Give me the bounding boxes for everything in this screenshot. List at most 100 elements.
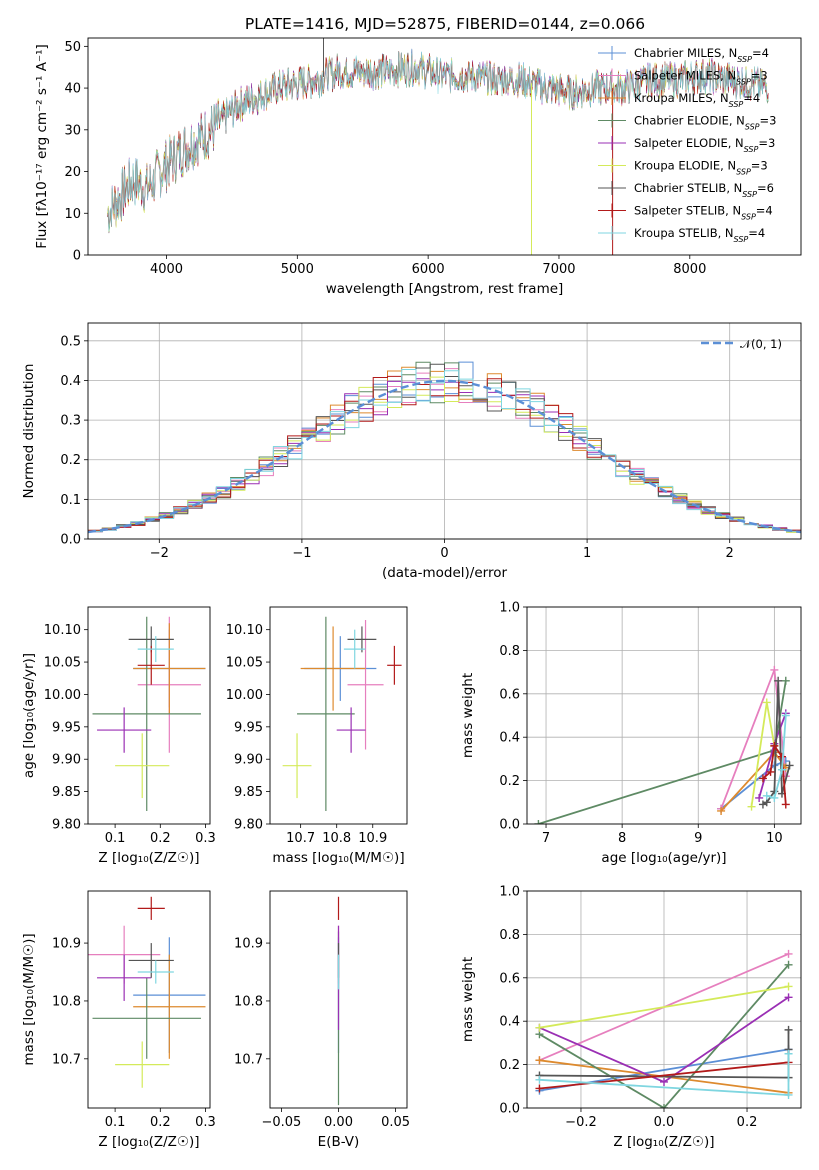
- weight-vs-age-marker: [781, 800, 790, 809]
- spectrum-ylabel: Flux [fλ10⁻¹⁷ erg cm⁻² s⁻¹ A⁻¹]: [34, 44, 50, 249]
- weight-vs-age-marker: [777, 765, 786, 774]
- residuals-ylabel: Normed distribution: [21, 364, 37, 499]
- weight-vs-age-ytick-label: 0.2: [499, 774, 520, 789]
- weight-vs-age-marker: [534, 820, 543, 824]
- legend-label-3: Chabrier ELODIE, NSSP=3: [634, 114, 776, 132]
- weight-vs-Z-plot-area: [535, 949, 793, 1108]
- age-vs-Z-ytick-label: 9.85: [52, 785, 81, 800]
- age-vs-Z-ytick-label: 9.90: [52, 753, 81, 768]
- age-vs-Z-panel: [84, 606, 211, 828]
- legend-label-1: Salpeter MILES, NSSP=3: [634, 69, 768, 87]
- weight-vs-Z-marker: [660, 1077, 668, 1086]
- age-vs-mass-xtick-label: 10.9: [358, 831, 387, 846]
- age-vs-mass-ytick-label: 9.85: [234, 785, 263, 800]
- age-vs-Z-plot-area: [92, 616, 206, 812]
- weight-vs-age-ytick-label: 0.0: [499, 818, 520, 833]
- mass-vs-ebv-xtick-label: 0.05: [381, 1115, 410, 1130]
- mass-vs-Z-frame: [87, 890, 211, 1109]
- weight-vs-Z-line: [539, 985, 789, 1029]
- figure-title: PLATE=1416, MJD=52875, FIBERID=0144, z=0…: [245, 15, 645, 33]
- age-vs-mass-xlabel: mass [log₁₀(M/M☉)]: [272, 850, 404, 866]
- hist-step-kroupa-elodie: [88, 376, 801, 533]
- legend-count: =4: [748, 226, 765, 240]
- weight-vs-Z-marker: [535, 1084, 544, 1093]
- mass-vs-Z-ytick-label: 10.7: [52, 1052, 81, 1067]
- legend-count: =3: [751, 69, 768, 83]
- age-vs-Z-xlabel: Z [log₁₀(Z/Z☉)]: [98, 850, 199, 866]
- legend-count: =3: [751, 159, 768, 173]
- weight-vs-age-xtick-label: 9: [694, 831, 702, 846]
- weight-vs-age-marker: [762, 698, 771, 707]
- legend-label-4: Salpeter ELODIE, NSSP=3: [634, 136, 775, 154]
- mass-vs-ebv-ytick-label: 10.9: [234, 937, 263, 952]
- spectrum-ytick-label: 20: [64, 165, 81, 180]
- weight-vs-Z-xtick-label: 0.0: [654, 1115, 675, 1130]
- weight-vs-age-marker: [781, 711, 790, 720]
- weight-vs-Z-marker: [784, 1049, 793, 1058]
- weight-vs-age-marker: [770, 741, 779, 750]
- spectrum-panel: [84, 37, 802, 259]
- weight-vs-age-marker: [770, 793, 779, 802]
- age-vs-mass-plot-area: [282, 616, 402, 812]
- legend-count: =3: [758, 136, 775, 150]
- legend-subscript: SSP: [742, 190, 757, 199]
- weight-vs-age-marker: [785, 761, 794, 770]
- spectrum-ytick-label: 50: [64, 40, 81, 55]
- weight-vs-Z-ylabel: mass weight: [460, 957, 476, 1042]
- age-vs-Z-xtick-label: 0.2: [150, 831, 171, 846]
- weight-vs-age-plot-area: [534, 665, 794, 824]
- weight-vs-Z-ytick-label: 0.0: [499, 1102, 520, 1117]
- weight-vs-age-frame: [526, 606, 802, 825]
- legend-subscript: SSP: [734, 235, 749, 244]
- mass-vs-Z-xtick-label: 0.1: [105, 1115, 126, 1130]
- mass-vs-Z-plot-area: [88, 896, 206, 1088]
- weight-vs-Z-marker: [660, 1104, 668, 1108]
- weight-vs-Z-marker: [784, 949, 793, 958]
- age-vs-Z-ytick-label: 9.80: [52, 818, 81, 833]
- weight-vs-age-ytick-label: 0.4: [499, 731, 520, 746]
- mass-vs-Z-xlabel: Z [log₁₀(Z/Z☉)]: [98, 1134, 199, 1150]
- weight-vs-age-ytick-label: 0.8: [499, 644, 520, 659]
- residuals-plot-area: [88, 361, 801, 534]
- age-vs-Z-ytick-label: 9.95: [52, 720, 81, 735]
- weight-vs-age-marker: [717, 806, 726, 815]
- residuals-xtick-label: 1: [583, 546, 591, 561]
- weight-vs-Z-marker: [784, 982, 793, 991]
- weight-vs-age-marker: [747, 802, 756, 811]
- legend-subscript: SSP: [736, 77, 751, 86]
- mass-vs-ebv-ytick-label: 10.8: [234, 994, 263, 1009]
- weight-vs-Z-marker: [784, 1090, 793, 1099]
- legend-count: =3: [760, 114, 777, 128]
- weight-vs-Z-frame: [526, 890, 802, 1109]
- legend-subscript: SSP: [737, 55, 752, 64]
- mass-vs-Z-ytick-label: 10.8: [52, 994, 81, 1009]
- age-vs-mass-ytick-label: 9.80: [234, 818, 263, 833]
- weight-vs-age-ylabel: mass weight: [460, 673, 476, 758]
- weight-vs-age-xtick-label: 7: [542, 831, 550, 846]
- weight-vs-age-marker: [774, 676, 783, 685]
- weight-vs-Z-marker: [535, 1075, 544, 1084]
- mass-vs-Z-xtick-label: 0.3: [195, 1115, 216, 1130]
- legend-label-5: Kroupa ELODIE, NSSP=3: [634, 159, 768, 177]
- legend-subscript: SSP: [744, 145, 759, 154]
- weight-vs-age-marker: [762, 791, 771, 800]
- legend-label-7: Salpeter STELIB, NSSP=4: [634, 204, 773, 222]
- age-vs-mass-frame: [269, 606, 408, 825]
- legend-count: =4: [752, 46, 769, 60]
- residuals-ytick-label: 0.2: [60, 453, 81, 468]
- spectrum-xlabel: wavelength [Angstrom, rest frame]: [326, 281, 564, 297]
- weight-vs-age-xtick-label: 10: [766, 831, 783, 846]
- spectrum-xtick-label: 6000: [412, 262, 445, 277]
- residuals-ytick-label: 0.1: [60, 493, 81, 508]
- spectrum-plot-area: [107, 38, 769, 255]
- mass-vs-ebv-xtick-label: −0.05: [261, 1115, 301, 1130]
- weight-vs-age-marker: [758, 774, 767, 783]
- age-vs-Z-ylabel: age [log₁₀(age/yr)]: [21, 653, 37, 778]
- normal-legend-label: 𝒩(0, 1): [740, 337, 782, 351]
- residuals-xtick-label: 0: [440, 546, 448, 561]
- residuals-xlabel: (data-model)/error: [382, 565, 508, 581]
- spectrum-ytick-label: 0: [73, 249, 81, 264]
- weight-vs-age-panel: [523, 606, 802, 828]
- age-vs-Z-ytick-label: 10.05: [44, 656, 81, 671]
